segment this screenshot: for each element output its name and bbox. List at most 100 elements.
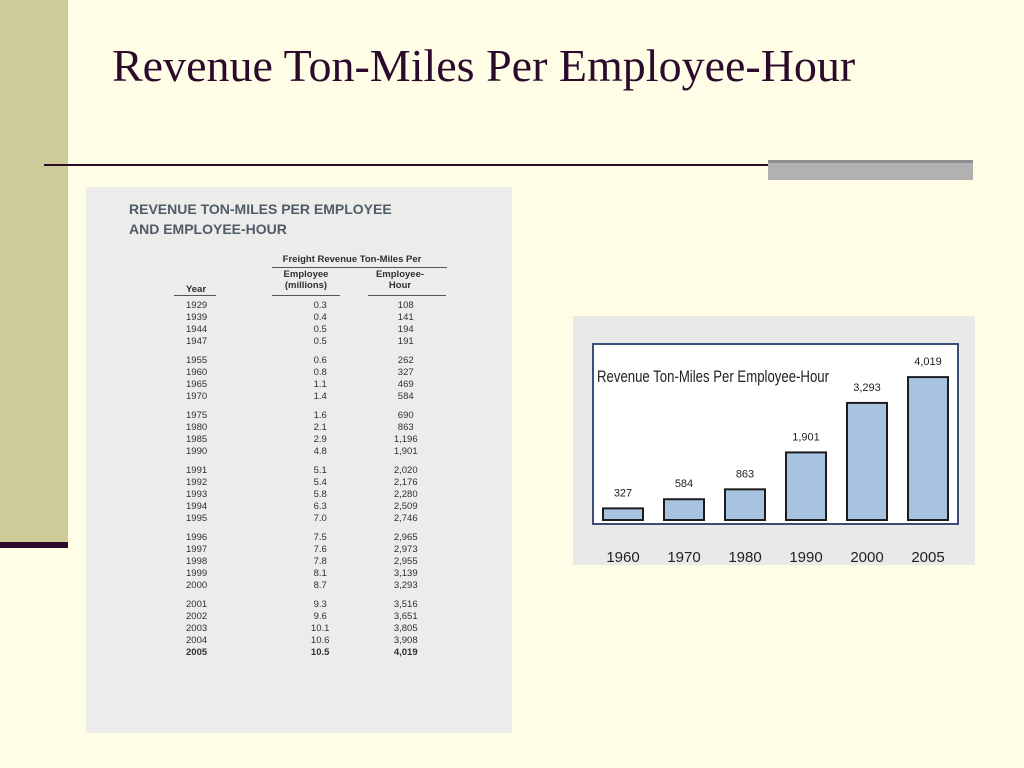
cell-ton-miles-per-hour: 4,019 bbox=[393, 647, 418, 658]
table-heading-line2: AND EMPLOYEE-HOUR bbox=[129, 221, 287, 237]
group-spacer bbox=[130, 458, 450, 465]
column-header-hour: Employee- Hour bbox=[368, 269, 432, 291]
cell-employees: 8.1 bbox=[313, 568, 327, 579]
table-row: 1947 0.5 191 bbox=[130, 336, 450, 348]
table-row: 1996 7.5 2,965 bbox=[130, 532, 450, 544]
table-row: 2001 9.3 3,516 bbox=[130, 599, 450, 611]
x-tick-label: 1970 bbox=[667, 549, 700, 565]
cell-employees: 7.6 bbox=[313, 544, 327, 555]
bar-1990 bbox=[785, 451, 827, 521]
bar-chart: Revenue Ton-Miles Per Employee-Hour 327 19… bbox=[592, 343, 959, 565]
x-tick-label: 1980 bbox=[728, 549, 761, 565]
cell-year: 1955 bbox=[186, 355, 208, 366]
cell-employees: 4.8 bbox=[313, 446, 327, 457]
cell-ton-miles-per-hour: 1,196 bbox=[393, 434, 418, 445]
cell-ton-miles-per-hour: 3,908 bbox=[393, 635, 418, 646]
table-row: 1991 5.1 2,020 bbox=[130, 465, 450, 477]
data-table: 1929 0.3 108 1939 0.4 141 1944 0.5 194 1947 0.5 191… bbox=[130, 300, 450, 659]
column-header-hour-line1: Employee- bbox=[375, 269, 425, 280]
group-header-rule bbox=[272, 267, 447, 268]
cell-employees: 7.8 bbox=[313, 556, 327, 567]
cell-ton-miles-per-hour: 2,955 bbox=[393, 556, 418, 567]
table-row: 1975 1.6 690 bbox=[130, 410, 450, 422]
cell-year: 1996 bbox=[186, 532, 208, 543]
group-spacer bbox=[130, 592, 450, 599]
table-row: 1980 2.1 863 bbox=[130, 422, 450, 434]
bar-2005 bbox=[907, 376, 949, 522]
cell-ton-miles-per-hour: 2,280 bbox=[393, 489, 418, 500]
title-accent-bar bbox=[768, 160, 973, 180]
cell-employees: 6.3 bbox=[313, 501, 327, 512]
cell-employees: 5.4 bbox=[313, 477, 327, 488]
cell-ton-miles-per-hour: 141 bbox=[397, 312, 414, 323]
cell-ton-miles-per-hour: 2,176 bbox=[393, 477, 418, 488]
cell-year: 1939 bbox=[186, 312, 208, 323]
table-heading: REVENUE TON-MILES PER EMPLOYEE AND EMPLO… bbox=[129, 199, 499, 239]
table-row: 1998 7.8 2,955 bbox=[130, 556, 450, 568]
chart-title: Revenue Ton-Miles Per Employee-Hour bbox=[597, 367, 829, 386]
cell-employees: 1.4 bbox=[313, 391, 327, 402]
cell-year: 1999 bbox=[186, 568, 208, 579]
table-heading-line1: REVENUE TON-MILES PER EMPLOYEE bbox=[129, 201, 392, 217]
cell-year: 2002 bbox=[186, 611, 208, 622]
x-tick-label: 1960 bbox=[606, 549, 639, 565]
cell-year: 1992 bbox=[186, 477, 208, 488]
cell-year: 1990 bbox=[186, 446, 208, 457]
cell-employees: 0.6 bbox=[313, 355, 327, 366]
cell-ton-miles-per-hour: 469 bbox=[397, 379, 414, 390]
cell-ton-miles-per-hour: 3,139 bbox=[393, 568, 418, 579]
cell-ton-miles-per-hour: 3,293 bbox=[393, 580, 418, 591]
group-header: Freight Revenue Ton-Miles Per bbox=[282, 254, 422, 265]
bar-1960 bbox=[602, 507, 644, 522]
table-row: 1997 7.6 2,973 bbox=[130, 544, 450, 556]
cell-ton-miles-per-hour: 2,973 bbox=[393, 544, 418, 555]
table-row: 1965 1.1 469 bbox=[130, 379, 450, 391]
cell-employees: 5.8 bbox=[313, 489, 327, 500]
cell-year: 1960 bbox=[186, 367, 208, 378]
cell-employees: 2.1 bbox=[313, 422, 327, 433]
cell-ton-miles-per-hour: 2,965 bbox=[393, 532, 418, 543]
cell-year: 2003 bbox=[186, 623, 208, 634]
cell-year: 1944 bbox=[186, 324, 208, 335]
cell-ton-miles-per-hour: 327 bbox=[397, 367, 414, 378]
cell-ton-miles-per-hour: 2,509 bbox=[393, 501, 418, 512]
cell-employees: 0.5 bbox=[313, 336, 327, 347]
cell-ton-miles-per-hour: 194 bbox=[397, 324, 414, 335]
cell-year: 1929 bbox=[186, 300, 208, 311]
cell-employees: 0.4 bbox=[313, 312, 327, 323]
table-row: 1985 2.9 1,196 bbox=[130, 434, 450, 446]
data-label: 863 bbox=[736, 468, 754, 480]
title-divider bbox=[44, 164, 964, 166]
side-strip bbox=[0, 0, 68, 548]
bar-2000 bbox=[846, 401, 888, 521]
data-label: 3,293 bbox=[853, 382, 881, 394]
cell-year: 2004 bbox=[186, 635, 208, 646]
cell-year: 1965 bbox=[186, 379, 208, 390]
cell-ton-miles-per-hour: 191 bbox=[397, 336, 414, 347]
cell-employees: 10.5 bbox=[310, 647, 330, 658]
data-label: 584 bbox=[675, 478, 693, 490]
data-table-image: REVENUE TON-MILES PER EMPLOYEE AND EMPLO… bbox=[86, 187, 512, 733]
cell-employees: 10.6 bbox=[310, 635, 330, 646]
column-rule-employee bbox=[272, 295, 340, 296]
cell-year: 1991 bbox=[186, 465, 208, 476]
group-spacer bbox=[130, 403, 450, 410]
cell-ton-miles-per-hour: 3,651 bbox=[393, 611, 418, 622]
x-tick-label: 2000 bbox=[850, 549, 883, 565]
cell-employees: 0.8 bbox=[313, 367, 327, 378]
x-tick-label: 1990 bbox=[789, 549, 822, 565]
cell-year: 1997 bbox=[186, 544, 208, 555]
cell-employees: 0.5 bbox=[313, 324, 327, 335]
column-header-employee: Employee (millions) bbox=[272, 269, 340, 291]
chart-frame bbox=[592, 343, 959, 525]
table-row: 2003 10.1 3,805 bbox=[130, 623, 450, 635]
cell-ton-miles-per-hour: 1,901 bbox=[393, 446, 418, 457]
cell-year: 1980 bbox=[186, 422, 208, 433]
cell-year: 1994 bbox=[186, 501, 208, 512]
group-spacer bbox=[130, 525, 450, 532]
cell-year: 2000 bbox=[186, 580, 208, 591]
data-label: 4,019 bbox=[914, 356, 942, 368]
table-row: 1955 0.6 262 bbox=[130, 355, 450, 367]
data-label: 327 bbox=[614, 487, 632, 499]
cell-employees: 8.7 bbox=[313, 580, 327, 591]
